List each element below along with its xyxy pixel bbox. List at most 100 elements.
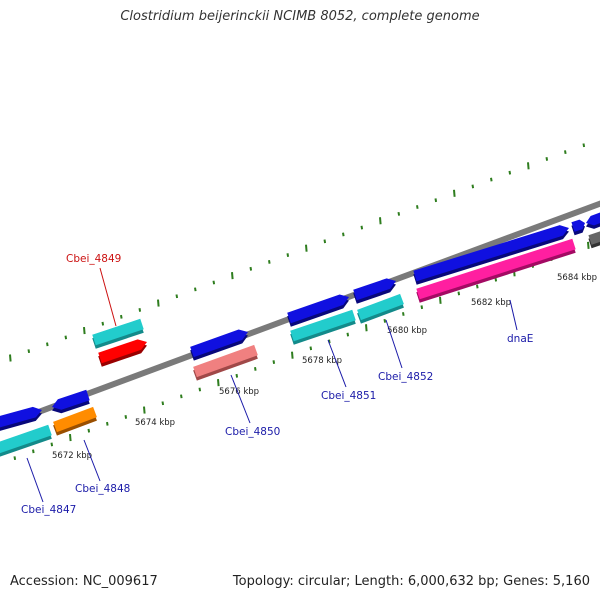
gene-label-cbei-4849[interactable]: Cbei_4849 (66, 253, 121, 265)
feature-layer (0, 211, 600, 458)
gene-bar-cbei-4850[interactable] (193, 344, 258, 381)
gene-label-cbei-4851[interactable]: Cbei_4851 (321, 390, 376, 402)
gene-label-layer: Cbei_4847 Cbei_4848 Cbei_4849 Cbei_4850 Cbei… (21, 253, 533, 516)
gene-bar-cbei-4852[interactable] (357, 293, 404, 324)
tick-layer (9, 143, 590, 461)
tick-mark (379, 217, 382, 225)
tick-mark (217, 379, 220, 387)
gene-arrow-small-2[interactable] (586, 211, 600, 229)
gene-bar-cbei-4852-body (357, 293, 404, 321)
tick-mark (272, 360, 276, 364)
tick-mark (490, 177, 493, 182)
tick-mark (383, 318, 387, 323)
gene-label-cbei-4847[interactable]: Cbei_4847 (21, 504, 76, 516)
accession-text: Accession: NC_009617 (10, 574, 158, 589)
tick-mark (416, 205, 419, 209)
tick-mark (69, 433, 72, 442)
tick-mark (453, 189, 456, 197)
tick-mark (175, 294, 179, 299)
tick-mark (402, 312, 405, 316)
tick-mark (587, 241, 590, 249)
gene-arrow-cbei-4851-body (287, 294, 349, 324)
tick-mark (582, 143, 586, 148)
gene-label-cbei-4850[interactable]: Cbei_4850 (225, 426, 280, 438)
gene-arrow-dnae-body (413, 225, 569, 282)
genome-summary-text: Topology: circular; Length: 6,000,632 bp… (232, 574, 590, 589)
tick-mark (180, 394, 183, 399)
tick-mark (471, 184, 475, 189)
gene-bar-cbei-4847[interactable] (0, 424, 52, 458)
gene-arrow-cbei-4849-body (98, 339, 147, 364)
tick-mark (138, 308, 142, 312)
tick-mark (527, 162, 530, 170)
leader-line-cbei-4849 (99, 267, 117, 327)
tick-mark (564, 150, 567, 155)
tick-mark (32, 449, 35, 454)
gene-bar-cbei-4849-rna[interactable] (92, 318, 144, 349)
gene-label-cbei-4848[interactable]: Cbei_4848 (75, 483, 130, 495)
tick-mark (397, 211, 401, 216)
tick-mark (476, 284, 479, 289)
gene-bar-dnae[interactable] (416, 238, 576, 303)
leader-line-cbei-4848 (83, 439, 101, 482)
tick-mark (9, 354, 12, 362)
tick-label: 5680 kbp (387, 326, 427, 336)
gene-arrow-small-1[interactable] (571, 219, 585, 236)
tick-mark (27, 349, 31, 354)
tick-mark (309, 346, 313, 351)
tick-mark (545, 157, 549, 161)
gene-bar-dnae-body (416, 238, 576, 300)
gene-arrow-cbei-4848-fwd[interactable] (52, 389, 90, 414)
gene-bar-next-body (588, 231, 600, 245)
tick-mark (101, 321, 105, 326)
leader-line-cbei-4847 (26, 457, 44, 503)
tick-mark (13, 456, 17, 461)
tick-mark (235, 373, 239, 378)
tick-mark (194, 287, 197, 292)
gene-arrow-cbei-4849[interactable] (98, 339, 147, 367)
leader-line-cbei-4850 (230, 374, 251, 424)
gene-arrow-cbei-4852[interactable] (353, 278, 396, 304)
tick-mark (46, 342, 49, 347)
tick-mark (286, 253, 290, 257)
gene-arrow-cbei-4847-fwd[interactable] (0, 406, 42, 432)
gene-bar-cbei-4851-body (290, 309, 356, 342)
tick-mark (494, 277, 498, 282)
gene-bar-cbei-4848[interactable] (53, 406, 97, 436)
gene-bar-cbei-4851[interactable] (290, 309, 356, 345)
tick-mark (143, 406, 146, 414)
gene-bar-cbei-4848-body (53, 406, 97, 433)
gene-arrow-cbei-4850-body (190, 329, 248, 358)
tick-mark (420, 305, 424, 310)
leader-line-dnae (509, 299, 518, 331)
tick-label: 5672 kbp (52, 451, 92, 461)
tick-mark (83, 326, 86, 335)
gene-arrow-cbei-4850[interactable] (190, 329, 248, 361)
gene-bar-next[interactable] (588, 230, 600, 249)
tick-mark (198, 387, 202, 392)
tick-mark (457, 291, 461, 296)
tick-mark (268, 260, 271, 264)
gene-arrow-cbei-4848-fwd-body (52, 389, 90, 410)
gene-arrow-dnae[interactable] (413, 225, 569, 285)
gene-label-cbei-4852[interactable]: Cbei_4852 (378, 371, 433, 383)
map-title: Clostridium beijerinckii NCIMB 8052, com… (120, 9, 480, 24)
tick-mark (124, 415, 128, 419)
tick-mark (508, 170, 512, 175)
gene-label-dnae[interactable]: dnaE (507, 333, 533, 345)
tick-mark (346, 332, 350, 337)
tick-mark (161, 401, 165, 406)
gene-arrow-cbei-4851[interactable] (287, 294, 349, 327)
tick-mark (305, 244, 308, 252)
gene-arrow-cbei-4847-fwd-body (0, 406, 42, 428)
gene-arrow-small-1-body (571, 219, 585, 232)
gene-bar-cbei-4850-body (193, 344, 258, 378)
gene-bar-cbei-4849-rna-body (92, 318, 144, 346)
tick-label: 5676 kbp (219, 387, 259, 397)
tick-mark (360, 225, 364, 230)
tick-mark (50, 442, 54, 447)
tick-mark (434, 198, 438, 203)
tick-mark (342, 232, 345, 237)
leader-line-cbei-4851 (327, 339, 347, 388)
